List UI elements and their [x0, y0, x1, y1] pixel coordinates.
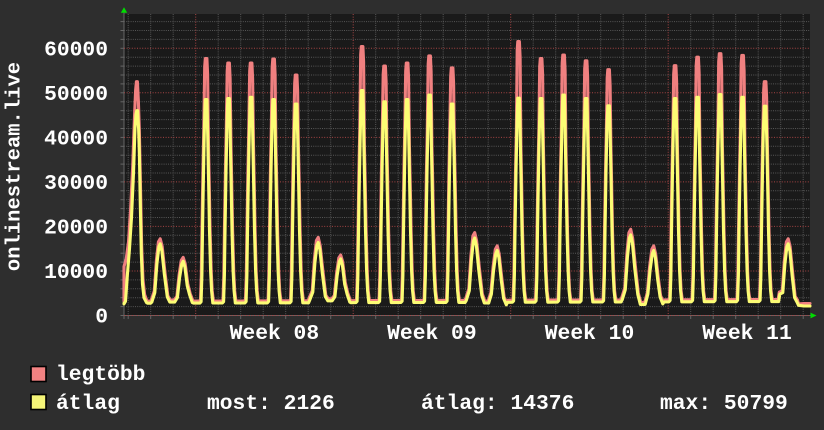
- svg-text:most: 2126: most: 2126: [207, 392, 335, 416]
- svg-text:átlag: átlag: [56, 392, 120, 416]
- svg-text:Week 11: Week 11: [702, 322, 791, 346]
- svg-text:max: 50799: max: 50799: [660, 392, 788, 416]
- svg-text:legtöbb: legtöbb: [56, 363, 145, 387]
- svg-text:átlag: 14376: átlag: 14376: [421, 392, 574, 416]
- svg-text:Week 08: Week 08: [230, 322, 319, 346]
- svg-text:60000: 60000: [44, 38, 108, 62]
- svg-text:onlinestream.live: onlinestream.live: [4, 62, 27, 271]
- svg-text:10000: 10000: [44, 261, 108, 285]
- svg-text:Week 10: Week 10: [545, 322, 634, 346]
- svg-text:40000: 40000: [44, 127, 108, 151]
- svg-text:0: 0: [95, 306, 108, 330]
- svg-text:30000: 30000: [44, 172, 108, 196]
- svg-text:Week 09: Week 09: [387, 322, 476, 346]
- svg-text:50000: 50000: [44, 83, 108, 107]
- svg-text:20000: 20000: [44, 216, 108, 240]
